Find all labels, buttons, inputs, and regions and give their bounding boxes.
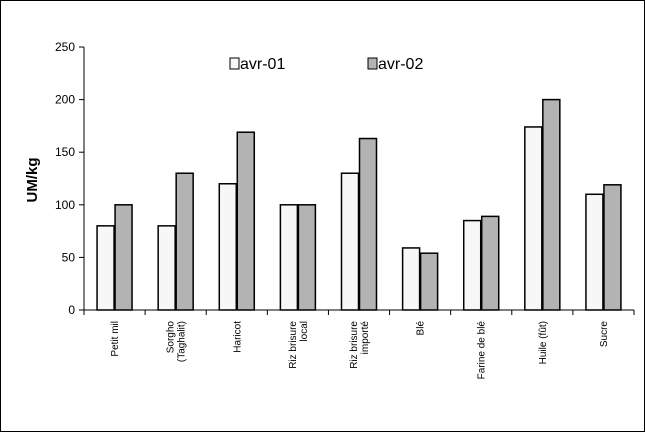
bar-avr-01-8 xyxy=(585,193,604,311)
bar-avr-02-2 xyxy=(236,131,256,311)
category-label-line: Haricot xyxy=(232,321,243,353)
category-label-line: Riz brisure xyxy=(349,321,360,369)
category-label-line: Huile (fût) xyxy=(538,321,549,364)
category-label-line: Riz brisure xyxy=(288,321,299,369)
bar-avr-02-1 xyxy=(175,172,194,311)
y-axis-title: UM/kg xyxy=(24,158,41,203)
bar-avr-01-5 xyxy=(401,247,421,311)
legend-swatch-avr-02 xyxy=(367,57,378,70)
bars xyxy=(96,98,622,311)
category-label-line: Sorgho xyxy=(166,321,177,354)
bar-avr-01-2 xyxy=(218,183,238,311)
y-ticks: 0 50 100 150 200 250 xyxy=(55,40,84,317)
y-tick-label: 0 xyxy=(68,303,75,317)
bar-avr-01-7 xyxy=(524,126,543,311)
legend-label-avr-02: avr-02 xyxy=(378,56,423,73)
bar-avr-02-4 xyxy=(358,137,378,311)
bar-avr-02-3 xyxy=(297,204,317,311)
bar-avr-02-7 xyxy=(542,98,561,311)
category-label-line: importé xyxy=(360,321,371,355)
category-label: Blé xyxy=(416,321,427,336)
category-label: Farine de blé xyxy=(477,321,488,380)
bar-avr-02-8 xyxy=(603,184,622,311)
bar-avr-01-4 xyxy=(340,172,360,311)
category-label: Sucre xyxy=(599,321,610,348)
category-label: Riz brisure local xyxy=(288,321,310,369)
y-tick-label: 100 xyxy=(55,198,75,212)
category-labels: Petit mil Sorgho (Taghalit) Haricot Riz bris… xyxy=(110,321,610,380)
y-tick-label: 50 xyxy=(62,250,76,264)
bar-avr-02-0 xyxy=(114,204,133,311)
category-label-line: local xyxy=(299,321,310,342)
category-label: Petit mil xyxy=(110,321,121,357)
bar-avr-02-5 xyxy=(419,252,439,311)
y-axis-title-group: UM/kg xyxy=(24,158,41,203)
category-label: Riz brisure importé xyxy=(349,321,371,369)
bar-avr-01-3 xyxy=(279,204,299,311)
category-label: Haricot xyxy=(232,321,243,353)
bar-avr-01-6 xyxy=(462,219,482,311)
category-label-line: (Taghalit) xyxy=(177,321,188,362)
legend-swatch-avr-01 xyxy=(229,57,240,70)
bar-avr-01-1 xyxy=(157,225,176,311)
category-label-line: Blé xyxy=(416,321,427,336)
legend: avr-01 avr-02 xyxy=(229,56,423,73)
y-tick-label: 150 xyxy=(55,145,75,159)
y-tick-label: 250 xyxy=(55,40,75,54)
y-tick-label: 200 xyxy=(55,93,75,107)
category-label-line: Farine de blé xyxy=(477,321,488,380)
bar-avr-01-0 xyxy=(96,225,115,311)
category-label-line: Petit mil xyxy=(110,321,121,357)
category-label-line: Sucre xyxy=(599,321,610,348)
category-label: Huile (fût) xyxy=(538,321,549,364)
category-label: Sorgho (Taghalit) xyxy=(166,321,188,363)
bar-avr-02-6 xyxy=(480,215,500,311)
legend-label-avr-01: avr-01 xyxy=(240,56,285,73)
